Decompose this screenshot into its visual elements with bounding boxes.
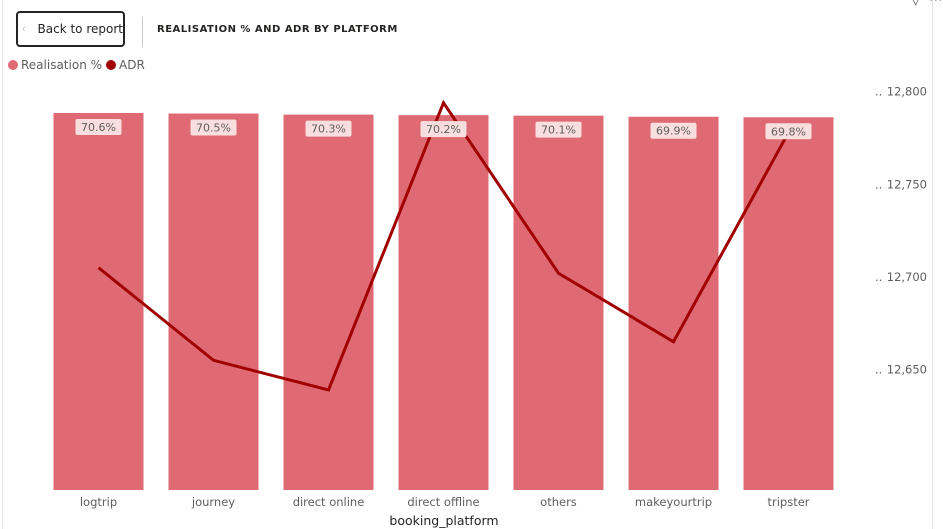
data-label-bg: [305, 120, 352, 137]
bar-makeyourtrip[interactable]: [628, 116, 719, 490]
header-divider: [142, 17, 143, 47]
y-tick-marker: ..: [875, 85, 882, 99]
data-label: 70.5%: [196, 122, 231, 135]
data-label: 70.3%: [311, 123, 346, 136]
y-tick-marker: ..: [875, 270, 882, 284]
back-button-label: Back to report: [37, 22, 123, 36]
x-tick-label: direct online: [293, 495, 365, 509]
bars-layer: [53, 113, 834, 490]
legend: Realisation % ADR: [8, 58, 149, 72]
bar-logtrip[interactable]: [53, 113, 144, 490]
y-tick-label: 12,650: [887, 363, 927, 377]
y-tick-marker: ..: [875, 177, 882, 191]
visual-header-icons: ▽ ⋯: [910, 0, 943, 8]
x-tick-label: logtrip: [80, 495, 117, 509]
data-label-bg: [420, 121, 467, 138]
data-label-bg: [765, 123, 812, 140]
data-label: 69.9%: [656, 125, 691, 138]
adr-line[interactable]: [97, 99, 790, 392]
x-tick-label: makeyourtrip: [635, 495, 712, 509]
data-label: 69.8%: [771, 125, 806, 138]
data-label: 70.6%: [81, 121, 116, 134]
x-axis-title: booking_platform: [389, 513, 498, 528]
adr-line-layer: [97, 99, 790, 392]
more-options-icon[interactable]: ⋯: [929, 0, 943, 8]
y-tick-label: 12,700: [887, 270, 927, 284]
y-tick-label: 12,750: [887, 177, 927, 191]
bar-journey[interactable]: [168, 113, 259, 490]
x-tick-label: journey: [191, 495, 235, 509]
y-axis-right-ticks: 12,650.. 12,700.. 12,750.. 12,800..: [875, 85, 927, 377]
data-label: 70.2%: [426, 123, 461, 136]
x-tick-label: tripster: [767, 495, 809, 509]
legend-dot-realisation: [8, 60, 18, 70]
data-label-bg: [535, 121, 582, 138]
legend-item-adr[interactable]: ADR: [106, 58, 145, 72]
x-axis-ticks: logtrip journey direct online direct offlin…: [80, 495, 810, 509]
back-to-report-button[interactable]: Back to report: [16, 11, 125, 47]
bar-direct-online[interactable]: [283, 114, 374, 490]
legend-item-realisation[interactable]: Realisation %: [8, 58, 102, 72]
legend-label-adr: ADR: [119, 58, 145, 72]
x-tick-label: others: [540, 495, 577, 509]
legend-label-realisation: Realisation %: [21, 58, 103, 72]
data-label-bg: [650, 122, 697, 139]
y-tick-marker: ..: [875, 363, 882, 377]
data-label: 70.1%: [541, 124, 576, 137]
filter-icon[interactable]: ▽: [910, 0, 921, 8]
chart-title: REALISATION % AND ADR BY PLATFORM: [157, 24, 398, 35]
bar-tripster[interactable]: [743, 117, 834, 490]
legend-dot-adr: [106, 60, 117, 70]
chevron-left-icon: [22, 26, 25, 32]
x-tick-label: direct offline: [407, 495, 479, 509]
data-label-bg: [75, 119, 122, 135]
bar-others[interactable]: [513, 115, 604, 490]
bar-direct-offline[interactable]: [398, 115, 489, 490]
y-tick-label: 12,800: [887, 85, 927, 99]
data-label-bg: [190, 119, 237, 136]
data-labels-layer: 70.6% 70.5% 70.3% 70.2% 70.1% 69.9% 69.8%: [75, 119, 812, 140]
